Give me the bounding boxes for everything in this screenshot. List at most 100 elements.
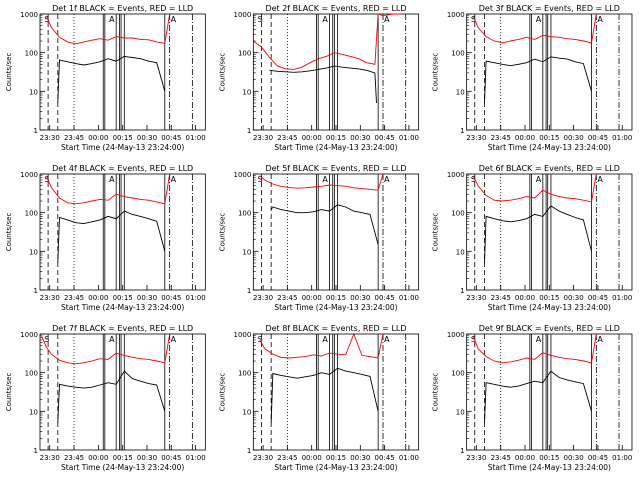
events-rate-line: [57, 55, 166, 104]
y-tick-label: 100: [451, 210, 464, 218]
lld-rate-line: [259, 173, 384, 191]
chart-title: Det 8f BLACK = Events, RED = LLD: [265, 324, 406, 333]
annotation-label: A: [109, 335, 115, 344]
x-tick-label: 00:45: [375, 454, 395, 462]
chart-title: Det 5f BLACK = Events, RED = LLD: [265, 164, 406, 173]
x-tick-label: 00:15: [113, 294, 133, 302]
chart-title: Det 9f BLACK = Events, RED = LLD: [479, 324, 620, 333]
chart-panel-3: Det 3f BLACK = Events, RED = LLD 1 10 100 10…: [432, 4, 633, 152]
annotation-label: A: [384, 15, 390, 24]
x-tick-label: 00:45: [161, 294, 181, 302]
events-rate-line: [57, 210, 166, 264]
y-tick-label: 100: [25, 210, 38, 218]
x-tick-label: 23:30: [40, 134, 60, 142]
events-rate-line: [484, 370, 592, 424]
plot-frame: [252, 333, 420, 451]
plot-frame: [466, 13, 633, 131]
annotation-label: A: [597, 175, 603, 184]
x-tick-label: 00:45: [588, 134, 608, 142]
annotation-label: A: [171, 335, 177, 344]
x-axis-label: Start Time (24-May-13 23:24:00): [274, 143, 397, 152]
y-tick-label: 100: [451, 50, 464, 58]
y-axis-label: Counts/sec: [5, 373, 13, 412]
x-tick-label: 01:00: [612, 294, 632, 302]
y-tick-label: 1: [460, 447, 464, 455]
plot-frame: [39, 333, 206, 451]
x-tick-label: 00:30: [137, 294, 157, 302]
x-tick-label: 23:30: [40, 294, 60, 302]
x-tick-label: 01:00: [186, 454, 206, 462]
annotation-label: A: [171, 15, 177, 24]
annotation-label: S: [258, 15, 263, 24]
events-rate-line: [270, 367, 379, 424]
x-tick-label: 23:45: [491, 294, 511, 302]
chart-panel-9: Det 9f BLACK = Events, RED = LLD 1 10 100 10…: [432, 324, 633, 472]
x-tick-label: 01:00: [399, 294, 419, 302]
x-tick-label: 00:00: [302, 454, 322, 462]
x-tick-label: 00:15: [539, 134, 559, 142]
x-tick-label: 23:30: [253, 454, 273, 462]
y-axis-label: Counts/sec: [5, 53, 13, 92]
annotation-label: S: [471, 175, 476, 184]
x-tick-label: 23:30: [466, 454, 486, 462]
x-tick-label: 00:00: [88, 294, 108, 302]
lld-rate-line: [472, 13, 597, 44]
y-tick-label: 10: [242, 88, 251, 96]
x-tick-label: 23:30: [466, 134, 486, 142]
chart-panel-8: Det 8f BLACK = Events, RED = LLD 1 10 100 10…: [218, 324, 420, 472]
y-axis-label: Counts/sec: [5, 213, 13, 252]
y-tick-label: 100: [25, 370, 38, 378]
y-tick-label: 100: [238, 210, 251, 218]
x-tick-label: 00:15: [539, 294, 559, 302]
events-rate-line: [484, 205, 592, 264]
annotation-label: S: [258, 335, 263, 344]
x-tick-label: 00:15: [326, 294, 346, 302]
x-axis-label: Start Time (24-May-13 23:24:00): [488, 463, 611, 472]
events-rate-line: [57, 370, 166, 424]
x-tick-label: 00:30: [564, 294, 584, 302]
lld-rate-line: [472, 173, 597, 203]
chart-panel-2: Det 2f BLACK = Events, RED = LLD 1 10 100 10…: [218, 4, 420, 152]
plot-frame: [466, 173, 633, 291]
y-tick-label: 1000: [447, 171, 465, 179]
y-axis-label: Counts/sec: [432, 213, 440, 252]
y-tick-label: 1000: [447, 11, 465, 19]
annotation-label: A: [171, 175, 177, 184]
plot-frame: [39, 13, 206, 131]
y-tick-label: 10: [29, 408, 38, 416]
annotation-label: A: [536, 335, 542, 344]
x-tick-label: 00:15: [326, 134, 346, 142]
x-axis-label: Start Time (24-May-13 23:24:00): [61, 303, 184, 312]
x-tick-label: 23:30: [40, 454, 60, 462]
annotation-label: A: [597, 15, 603, 24]
y-tick-label: 1000: [20, 11, 38, 19]
chart-title: Det 3f BLACK = Events, RED = LLD: [479, 4, 620, 13]
chart-panel-4: Det 4f BLACK = Events, RED = LLD 1 10 100 10…: [5, 164, 206, 312]
x-tick-label: 00:15: [113, 454, 133, 462]
plot-frame: [252, 13, 420, 131]
plot-frame: [252, 173, 420, 291]
annotation-label: S: [471, 335, 476, 344]
annotation-label: S: [44, 335, 49, 344]
y-tick-label: 1000: [447, 331, 465, 339]
x-tick-label: 00:15: [113, 134, 133, 142]
x-tick-label: 00:00: [302, 134, 322, 142]
y-tick-label: 10: [456, 248, 465, 256]
y-tick-label: 1000: [234, 331, 252, 339]
x-tick-label: 00:00: [515, 294, 535, 302]
chart-title: Det 1f BLACK = Events, RED = LLD: [52, 4, 193, 13]
annotation-label: A: [322, 335, 328, 344]
events-rate-line: [269, 65, 377, 104]
x-tick-label: 00:00: [88, 134, 108, 142]
y-tick-label: 10: [29, 88, 38, 96]
x-tick-label: 00:30: [350, 454, 370, 462]
lld-rate-line: [41, 333, 171, 365]
y-tick-label: 100: [238, 50, 251, 58]
x-tick-label: 23:45: [491, 454, 511, 462]
x-tick-label: 00:30: [564, 454, 584, 462]
x-tick-label: 23:45: [491, 134, 511, 142]
x-axis-label: Start Time (24-May-13 23:24:00): [488, 303, 611, 312]
y-axis-label: Counts/sec: [218, 53, 226, 92]
x-tick-label: 01:00: [399, 134, 419, 142]
